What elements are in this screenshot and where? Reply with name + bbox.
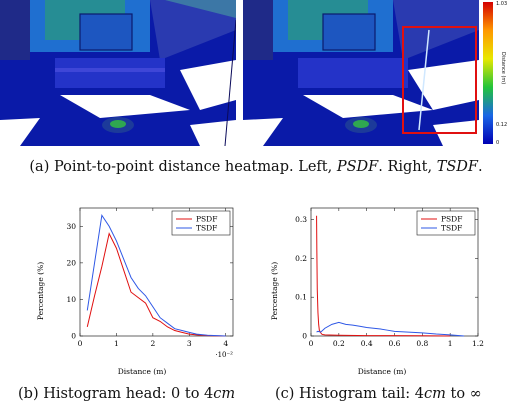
ylabel: Percentage (%)	[270, 262, 279, 320]
x-tick-label: 0.6	[389, 339, 401, 348]
x-tick-label: 2	[150, 339, 155, 348]
colorbar	[483, 2, 493, 144]
x-tick-label: 0	[78, 339, 83, 348]
caption-a: (a) Point-to-point distance heatmap. Lef…	[29, 159, 483, 175]
x-tick-label: 0.8	[416, 339, 428, 348]
series-line-psdf	[316, 215, 451, 337]
series-line-psdf	[86, 232, 226, 337]
x-tick-label: 0	[309, 339, 314, 348]
y-tick-label: 0.3	[295, 215, 307, 224]
legend-label: TSDF	[196, 224, 217, 233]
y-tick-label: 0	[302, 332, 307, 341]
colorbar-top-tick: 1.03	[496, 1, 508, 7]
xlabel: Distance (m)	[118, 367, 167, 376]
legend-label: TSDF	[441, 224, 462, 233]
xlabel: Distance (m)	[358, 367, 407, 376]
legend-box	[171, 210, 231, 236]
y-tick-label: 20	[66, 258, 76, 267]
series-line-tsdf	[316, 321, 465, 337]
series-line-tsdf	[86, 213, 226, 337]
colorbar-bottom-tick: 0	[496, 140, 500, 146]
y-tick-label: 30	[66, 222, 76, 231]
x-tick-label: 4	[223, 339, 228, 348]
x-tick-label: 1.2	[472, 339, 484, 348]
y-tick-label: 10	[66, 295, 76, 304]
legend-label: PSDF	[196, 215, 217, 224]
y-tick-label: 0.1	[295, 293, 307, 302]
colorbar-label: Distance (m)	[500, 52, 506, 85]
colorbar-mid-tick: 0.12	[496, 122, 508, 128]
x-tick-label: 1	[448, 339, 453, 348]
caption-c: (c) Histogram tail: 4cm to ∞	[275, 386, 482, 402]
ylabel: Percentage (%)	[36, 262, 45, 320]
highlight-box	[402, 26, 477, 134]
heatmap-psdf-image	[0, 0, 236, 146]
x-tick-label: 1	[114, 339, 119, 348]
x-tick-label: 0.4	[361, 339, 373, 348]
x-tick-label: 0.2	[333, 339, 345, 348]
y-tick-label: 0.2	[295, 254, 307, 263]
y-tick-label: 0	[71, 332, 76, 341]
plot-frame	[79, 207, 234, 337]
caption-b: (b) Histogram head: 0 to 4cm	[18, 386, 236, 402]
legend-box	[416, 210, 476, 236]
histogram-tail-chart: Distance (m) Percentage (%) 0 0.2 0.4 0.6 0.…	[270, 207, 484, 376]
x-tick-label: 3	[187, 339, 192, 348]
x-multiplier: ·10⁻²	[215, 351, 233, 359]
legend-label: PSDF	[441, 215, 462, 224]
heatmap-tsdf-image	[243, 0, 479, 146]
histogram-head-chart: Distance (m) Percentage (%) ·10⁻² 0 1 2 3 4 0…	[36, 207, 234, 376]
